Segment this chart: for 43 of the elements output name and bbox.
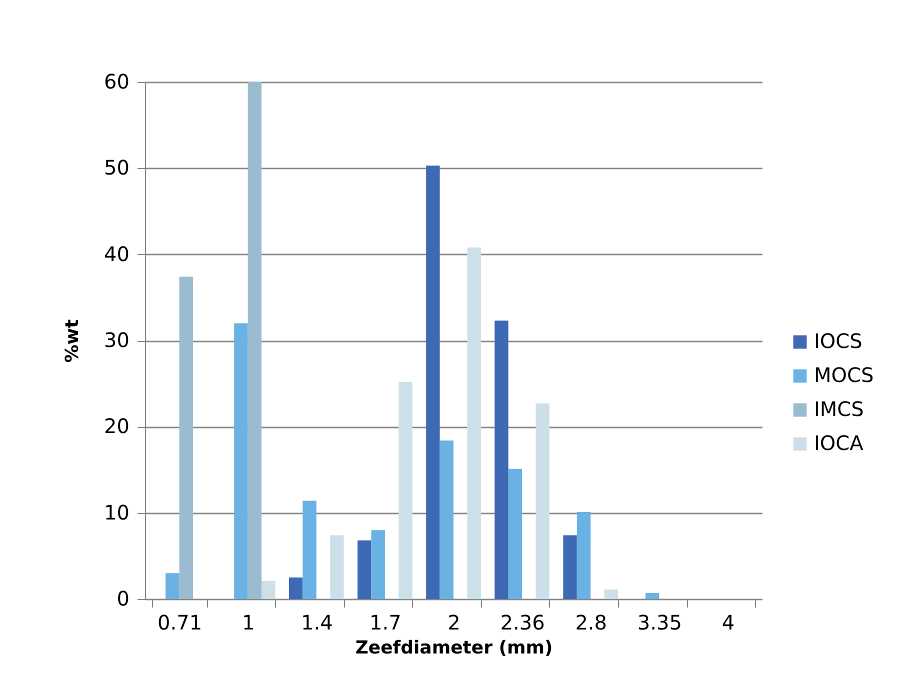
bar [330,535,344,599]
x-tick-label: 2.36 [500,610,545,634]
y-tick-label: 30 [104,328,130,352]
bar [288,577,303,599]
bar [302,500,316,599]
bar [371,530,385,599]
y-tick-label: 60 [104,70,130,94]
x-tick-label: 4 [722,610,735,634]
x-axis-title: Zeefdiameter (mm) [355,638,553,658]
y-tick-label: 20 [104,414,130,438]
bar [467,247,481,599]
bar [426,166,440,599]
legend-label: IMCS [814,397,864,421]
y-tick-label: 40 [104,242,130,266]
x-tick-label: 2.8 [575,610,608,634]
bar [508,468,522,599]
bar [179,276,193,599]
bar [645,592,660,599]
x-tick-label: 2 [448,610,460,634]
bar [576,512,591,599]
y-axis-title: %wt [62,318,84,363]
y-tick-label: 0 [116,586,130,610]
bar [358,540,372,599]
bar [536,403,550,599]
bar [262,580,276,599]
x-tick-label: 1.4 [300,610,333,634]
x-tick-label: 3.35 [637,610,682,634]
bar [234,323,248,599]
bar [494,320,508,599]
legend-label: MOCS [814,363,874,387]
bar [440,440,454,599]
bar [604,590,618,599]
legend-label: IOCS [814,329,862,353]
y-tick-label: 10 [104,500,130,524]
y-tick-label: 50 [104,156,130,180]
x-tick-label: 0.71 [158,610,202,634]
legend-label: IOCA [814,431,864,455]
x-tick-label: 1 [242,610,255,634]
bar [248,82,262,599]
bar [398,382,412,599]
bar [166,573,180,599]
bar [563,535,577,599]
x-tick-label: 1.7 [370,610,402,634]
